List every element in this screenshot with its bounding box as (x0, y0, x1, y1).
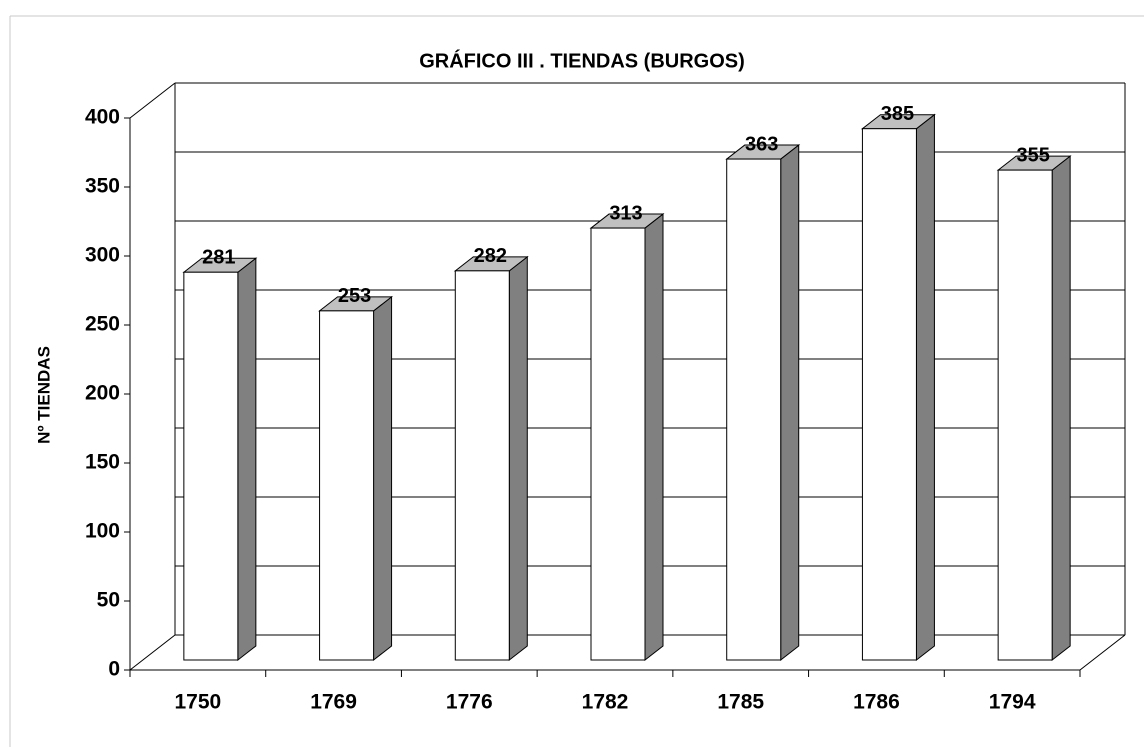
y-tick-label: 150 (85, 451, 120, 474)
side-top (129, 82, 176, 119)
y-tick-label: 200 (85, 382, 120, 405)
x-tick-label: 1769 (310, 691, 357, 714)
x-tick-label: 1785 (717, 691, 764, 714)
floor-left (129, 634, 176, 671)
data-label: 355 (1016, 144, 1049, 166)
x-tick-label: 1786 (853, 691, 900, 714)
bar-side (237, 257, 257, 662)
bar-side (373, 295, 393, 662)
y-tick-label: 100 (85, 520, 120, 543)
data-label: 282 (474, 245, 507, 267)
bar-side (508, 255, 528, 662)
y-tick-label: 400 (85, 106, 120, 129)
bar (726, 158, 782, 661)
data-label: 385 (881, 103, 914, 125)
y-tick-label: 0 (108, 658, 120, 681)
y-tick-label: 350 (85, 175, 120, 198)
bar-side (915, 113, 935, 662)
y-tick-label: 50 (97, 589, 120, 612)
y-tick-label: 300 (85, 244, 120, 267)
x-tick-label: 1750 (174, 691, 221, 714)
bar (319, 310, 375, 661)
floor-right (1079, 634, 1126, 671)
bar-side (780, 144, 800, 662)
bar-side (1051, 155, 1071, 662)
bar-side (644, 213, 664, 662)
y-axis-title: Nº TIENDAS (34, 346, 53, 444)
bar (183, 271, 239, 661)
bar (454, 270, 510, 661)
data-label: 313 (609, 202, 642, 224)
data-label: 253 (338, 285, 371, 307)
bar (997, 169, 1053, 661)
bar (590, 227, 646, 661)
x-tick-label: 1782 (582, 691, 629, 714)
data-label: 363 (745, 133, 778, 155)
y-tick-label: 250 (85, 313, 120, 336)
data-label: 281 (202, 247, 235, 269)
bar (861, 128, 917, 661)
x-tick-label: 1776 (446, 691, 493, 714)
chart-title: GRÁFICO III . TIENDAS (BURGOS) (419, 49, 745, 72)
x-tick-label: 1794 (989, 691, 1036, 714)
